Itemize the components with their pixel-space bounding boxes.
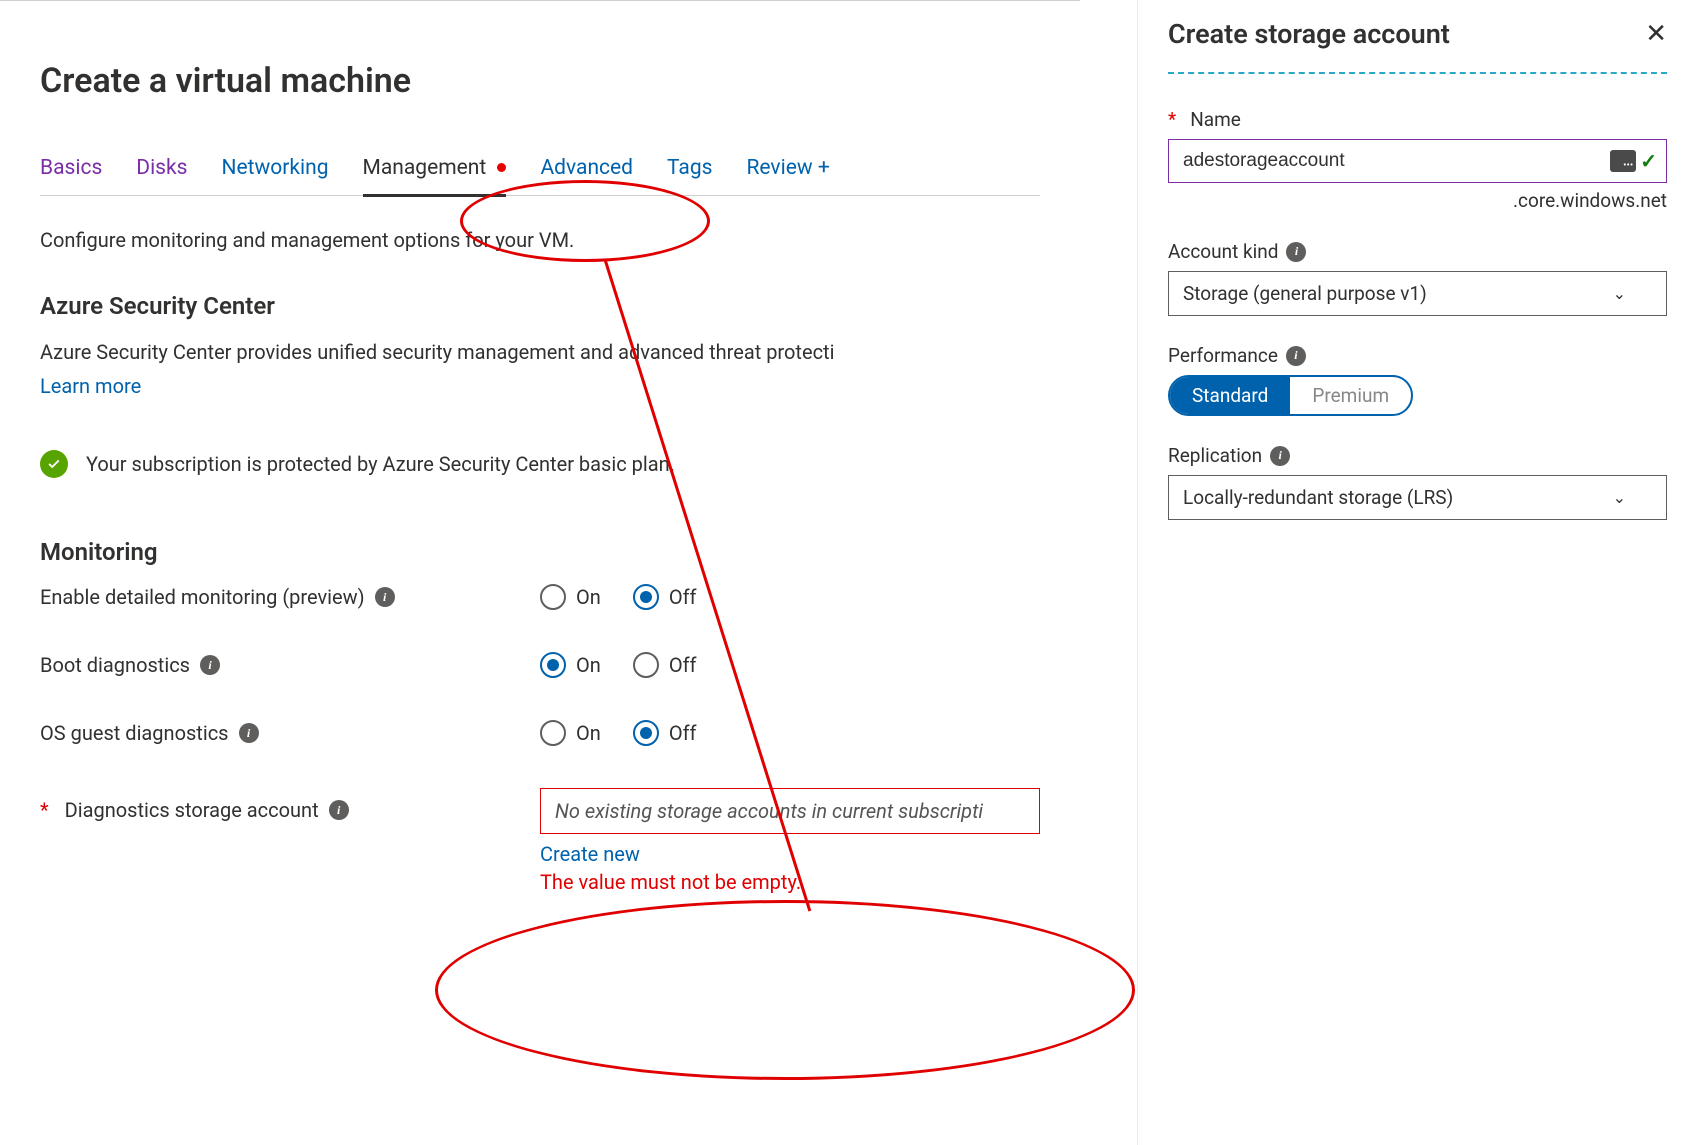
info-icon[interactable]: i — [329, 800, 349, 820]
field-replication: Replication i Locally-redundant storage … — [1168, 444, 1667, 520]
security-text-body: Azure Security Center provides unified s… — [40, 340, 834, 364]
name-suffix: .core.windows.net — [1168, 189, 1667, 212]
field-account-kind: Account kind i Storage (general purpose … — [1168, 240, 1667, 316]
tab-tags[interactable]: Tags — [667, 156, 712, 195]
replication-value: Locally-redundant storage (LRS) — [1183, 486, 1453, 509]
label-boot-diagnostics: Boot diagnostics — [40, 653, 190, 677]
info-icon[interactable]: i — [1270, 446, 1290, 466]
required-star-icon: * — [40, 798, 49, 822]
row-diag-storage: * Diagnostics storage account i No exist… — [40, 788, 1040, 894]
panel-title: Create storage account — [1168, 18, 1450, 50]
radio-osguest-off[interactable]: Off — [633, 720, 697, 746]
info-icon[interactable]: i — [239, 723, 259, 743]
chevron-down-icon: ⌄ — [1613, 488, 1626, 507]
tab-management[interactable]: Management — [363, 156, 507, 197]
account-kind-select[interactable]: Storage (general purpose v1) ⌄ — [1168, 271, 1667, 316]
radio-label: Off — [669, 721, 697, 745]
radio-boot-off[interactable]: Off — [633, 652, 697, 678]
create-storage-panel: Create storage account ✕ * Name ••• ✓ .c… — [1137, 0, 1697, 1145]
row-boot-diagnostics: Boot diagnostics i On Off — [40, 652, 1040, 678]
valid-check-icon: ✓ — [1640, 149, 1657, 173]
label-account-kind: Account kind — [1168, 240, 1278, 263]
label-diag-storage: Diagnostics storage account — [65, 798, 319, 822]
info-icon[interactable]: i — [1286, 242, 1306, 262]
security-text: Azure Security Center provides unified s… — [40, 338, 1040, 366]
radios-boot-diagnostics: On Off — [540, 652, 696, 678]
name-validation: ••• ✓ — [1610, 149, 1657, 173]
security-status-text: Your subscription is protected by Azure … — [86, 452, 675, 476]
radio-boot-on[interactable]: On — [540, 652, 601, 678]
radio-label: Off — [669, 653, 697, 677]
info-icon[interactable]: i — [375, 587, 395, 607]
label-os-guest-diagnostics: OS guest diagnostics — [40, 721, 229, 745]
pill-standard[interactable]: Standard — [1170, 377, 1290, 414]
label-detailed-monitoring: Enable detailed monitoring (preview) — [40, 585, 365, 609]
tab-advanced[interactable]: Advanced — [540, 156, 633, 195]
vm-create-main: Create a virtual machine Basics Disks Ne… — [0, 0, 1080, 976]
field-name: * Name ••• ✓ .core.windows.net — [1168, 108, 1667, 212]
security-heading: Azure Security Center — [40, 292, 1040, 320]
browser-autofill-icon: ••• — [1610, 150, 1636, 172]
label-name: Name — [1190, 108, 1241, 131]
security-status-row: Your subscription is protected by Azure … — [40, 450, 1040, 478]
tab-networking[interactable]: Networking — [222, 156, 329, 195]
replication-select[interactable]: Locally-redundant storage (LRS) ⌄ — [1168, 475, 1667, 520]
radios-detailed-monitoring: On Off — [540, 584, 696, 610]
error-dot-icon — [497, 163, 506, 172]
page-title: Create a virtual machine — [40, 61, 1040, 101]
required-star-icon: * — [1168, 108, 1176, 131]
tab-basics[interactable]: Basics — [40, 156, 102, 195]
close-icon[interactable]: ✕ — [1645, 21, 1667, 47]
check-circle-icon — [40, 450, 68, 478]
tab-management-label: Management — [363, 156, 487, 180]
chevron-down-icon: ⌄ — [1613, 284, 1626, 303]
radio-detailed-off[interactable]: Off — [633, 584, 697, 610]
row-os-guest-diagnostics: OS guest diagnostics i On Off — [40, 720, 1040, 746]
tab-bar: Basics Disks Networking Management Advan… — [40, 156, 1040, 196]
diag-error-text: The value must not be empty. — [540, 870, 1040, 894]
radios-os-guest: On Off — [540, 720, 696, 746]
label-performance: Performance — [1168, 344, 1278, 367]
info-icon[interactable]: i — [1286, 346, 1306, 366]
radio-label: On — [576, 585, 601, 609]
diag-storage-select[interactable]: No existing storage accounts in current … — [540, 788, 1040, 834]
name-input[interactable] — [1168, 139, 1667, 183]
field-performance: Performance i Standard Premium — [1168, 344, 1667, 416]
monitoring-heading: Monitoring — [40, 538, 1040, 566]
pill-premium[interactable]: Premium — [1290, 377, 1411, 414]
performance-toggle: Standard Premium — [1168, 375, 1413, 416]
label-replication: Replication — [1168, 444, 1262, 467]
learn-more-link[interactable]: Learn more — [40, 374, 141, 398]
radio-label: Off — [669, 585, 697, 609]
tab-review-create[interactable]: Review + — [746, 156, 829, 195]
radio-label: On — [576, 653, 601, 677]
panel-divider — [1168, 72, 1667, 74]
tab-disks[interactable]: Disks — [136, 156, 187, 195]
radio-osguest-on[interactable]: On — [540, 720, 601, 746]
radio-label: On — [576, 721, 601, 745]
row-detailed-monitoring: Enable detailed monitoring (preview) i O… — [40, 584, 1040, 610]
info-icon[interactable]: i — [200, 655, 220, 675]
radio-detailed-on[interactable]: On — [540, 584, 601, 610]
intro-text: Configure monitoring and management opti… — [40, 228, 1040, 252]
account-kind-value: Storage (general purpose v1) — [1183, 282, 1427, 305]
create-new-link[interactable]: Create new — [540, 842, 1040, 866]
